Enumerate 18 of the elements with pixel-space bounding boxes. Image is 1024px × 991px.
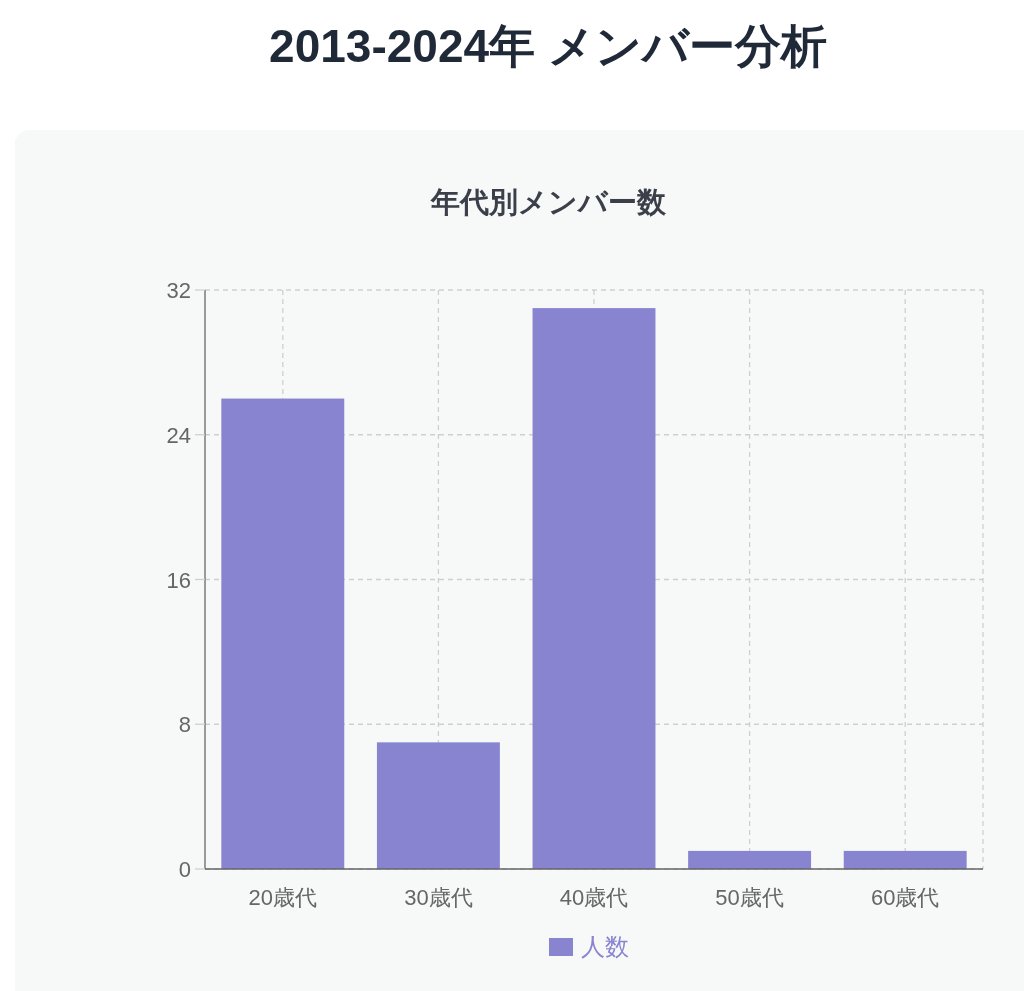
bar: [376, 742, 500, 869]
bar: [221, 398, 345, 869]
y-tick-label: 8: [178, 712, 191, 738]
x-tick-label: 50歳代: [715, 885, 784, 910]
x-tick-label: 60歳代: [870, 885, 940, 910]
x-tick-label: 30歳代: [404, 885, 473, 910]
x-tick-label: 20歳代: [248, 885, 318, 910]
chart-subtitle: 年代別メンバー数: [429, 186, 667, 218]
legend-label: 人数: [581, 933, 629, 960]
x-tick-label: 40歳代: [559, 885, 629, 910]
bar: [532, 308, 656, 869]
y-tick-label: 32: [166, 278, 191, 303]
bar: [843, 850, 967, 869]
bar: [688, 850, 812, 869]
y-tick-label: 0: [178, 857, 191, 882]
y-tick-label: 16: [166, 567, 191, 593]
chart-title: 2013-2024年 メンバー分析: [269, 20, 827, 72]
y-tick-label: 24: [166, 422, 191, 448]
